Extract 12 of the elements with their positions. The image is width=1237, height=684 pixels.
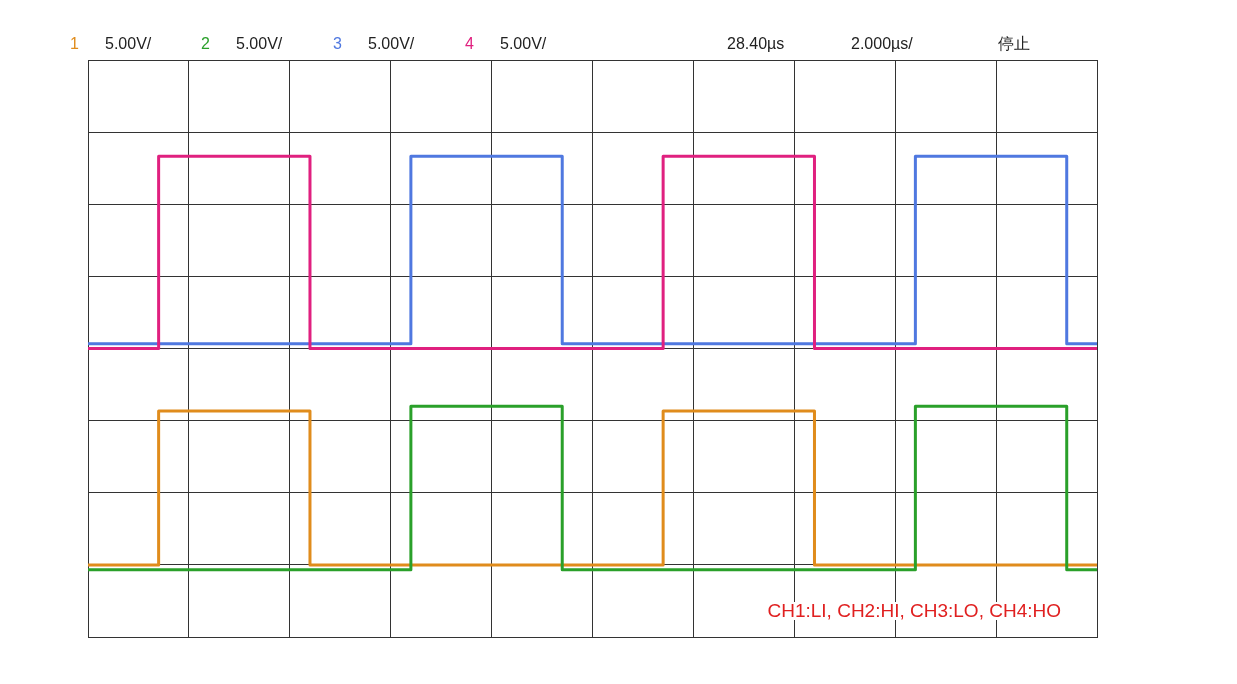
- text: 1: [70, 35, 79, 53]
- text: 5.00V/: [105, 35, 152, 53]
- text: 5.00V/: [500, 35, 547, 53]
- text: 2.000µs/: [851, 35, 913, 53]
- text: 4: [465, 35, 474, 53]
- text: 5.00V/: [368, 35, 415, 53]
- text: 3: [333, 35, 342, 53]
- text: 停止: [998, 35, 1030, 53]
- annotation: CH1:LI, CH2:HI, CH3:LO, CH4:HO: [765, 600, 1063, 621]
- text: 2: [201, 35, 210, 53]
- text: 28.40µs: [727, 35, 785, 53]
- text: 5.00V/: [236, 35, 283, 53]
